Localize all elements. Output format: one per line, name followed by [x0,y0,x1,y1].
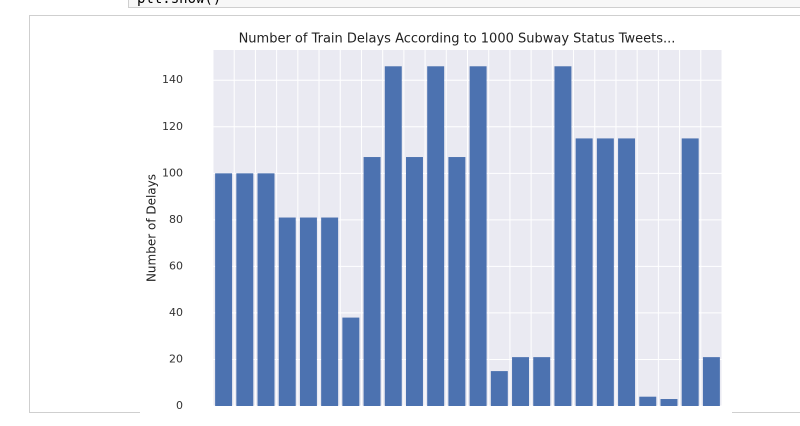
bar [257,173,275,406]
chart-title: Number of Train Delays According to 1000… [239,32,676,47]
y-tick-label: 100 [162,166,183,179]
bar [660,399,678,406]
bar [702,357,720,406]
bar [215,173,233,406]
bar [363,157,381,406]
bar [512,357,530,406]
y-tick-label: 80 [169,213,183,226]
bar [384,66,402,406]
y-tick-label: 0 [176,399,183,412]
bar [405,157,423,406]
bar [596,138,614,406]
bar [427,66,445,406]
bar [469,66,487,406]
y-tick-label: 140 [162,73,183,86]
bar [321,217,339,406]
y-tick-label: 120 [162,120,183,133]
bar [236,173,254,406]
bar [490,371,508,406]
bar [448,157,466,406]
bar [278,217,296,406]
bar [299,217,317,406]
bar [618,138,636,406]
y-tick-label: 60 [169,259,183,272]
y-tick-label: 20 [169,352,183,365]
bar [575,138,593,406]
bar [681,138,699,406]
y-tick-label: 40 [169,306,183,319]
bar [639,396,657,406]
bar [554,66,572,406]
y-axis-label: Number of Delays [145,174,159,282]
bar [342,317,360,406]
bar [533,357,551,406]
code-cell[interactable]: plt.show() [128,0,800,8]
